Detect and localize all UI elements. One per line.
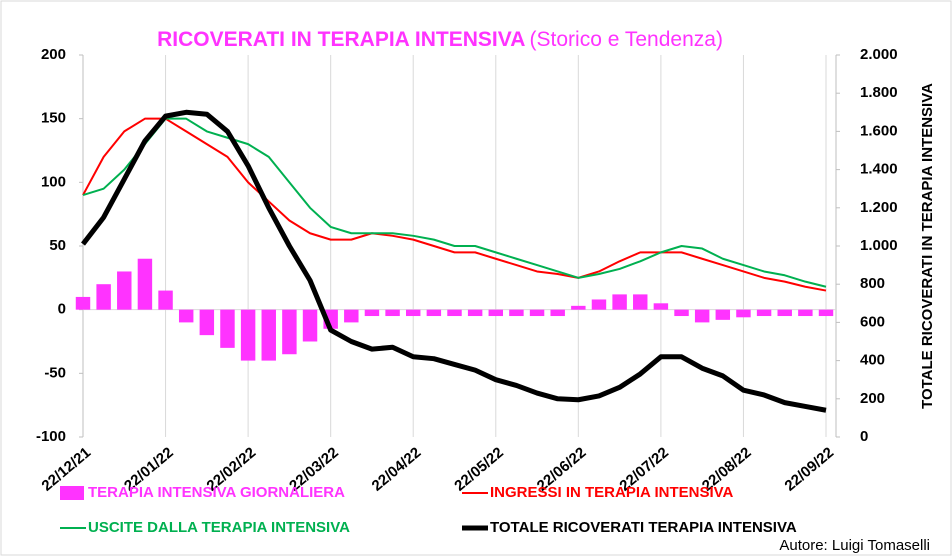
legend-label: USCITE DALLA TERAPIA INTENSIVA	[88, 519, 350, 536]
bar	[178, 309, 194, 323]
bar	[158, 290, 173, 310]
bar	[405, 309, 421, 317]
subtitle: (Storico e Tendenza)	[530, 28, 723, 51]
bar	[529, 309, 545, 317]
y-tick-label: 150	[41, 110, 66, 127]
bar	[653, 303, 669, 310]
author: Autore: Luigi Tomaselli	[779, 537, 930, 554]
chart-title: RICOVERATI IN TERAPIA INTENSIVA (Storico…	[157, 28, 723, 51]
bar	[282, 309, 297, 355]
y2-tick-label: 1.000	[860, 237, 898, 254]
bar	[137, 258, 153, 310]
bar	[633, 294, 648, 310]
y-tick-label: 100	[41, 173, 66, 190]
bar	[364, 309, 380, 317]
y2-tick-label: 1.400	[860, 161, 898, 178]
y2-tick-label: 800	[860, 275, 885, 292]
bar	[302, 309, 318, 342]
bar	[715, 309, 731, 320]
y2-tick-label: 200	[860, 390, 885, 407]
bar	[96, 284, 111, 310]
line	[81, 109, 827, 413]
legend-label: TERAPIA INTENSIVA GIORNALIERA	[88, 484, 345, 501]
y-tick-label: 50	[49, 237, 66, 254]
y2-tick-label: 2.000	[860, 46, 898, 63]
bar	[220, 309, 235, 348]
y-tick-label: -50	[44, 364, 66, 381]
bar	[736, 309, 751, 318]
bar	[571, 305, 586, 310]
y2-tick-label: 1.600	[860, 122, 898, 139]
bar	[591, 299, 607, 310]
y2-tick-label: 600	[860, 313, 885, 330]
bar	[777, 309, 792, 317]
y2-axis-label: TOTALE RICOVERATI IN TERAPIA INTENSIVA	[919, 83, 936, 409]
y2-tick-label: 0	[860, 428, 868, 445]
line	[82, 117, 827, 288]
line	[82, 117, 827, 292]
legend-label: TOTALE RICOVERATI TERAPIA INTENSIVA	[490, 519, 797, 536]
y-tick-label: 0	[58, 301, 66, 318]
bar	[447, 309, 462, 317]
bar	[550, 309, 565, 317]
legend-label: INGRESSI IN TERAPIA INTENSIVA	[490, 484, 734, 501]
y2-tick-label: 1.200	[860, 199, 898, 216]
y-tick-label: 200	[41, 46, 66, 63]
bar	[694, 309, 710, 323]
bar	[385, 309, 400, 317]
bar	[344, 309, 359, 323]
bar	[199, 309, 215, 336]
bar	[426, 309, 442, 317]
bar	[488, 309, 504, 317]
bar	[467, 309, 483, 317]
bar	[240, 309, 256, 361]
title: RICOVERATI IN TERAPIA INTENSIVA	[157, 28, 525, 51]
bar	[818, 309, 834, 317]
y-tick-label: -100	[36, 428, 66, 445]
bar	[612, 294, 627, 310]
bar	[75, 296, 91, 310]
bar	[756, 309, 772, 317]
y2-tick-label: 400	[860, 352, 885, 369]
bar	[674, 309, 689, 317]
legend-swatch	[60, 486, 84, 500]
bar	[798, 309, 813, 317]
bar	[117, 271, 132, 310]
bar	[261, 309, 276, 361]
bar	[509, 309, 524, 317]
y2-tick-label: 1.800	[860, 84, 898, 101]
